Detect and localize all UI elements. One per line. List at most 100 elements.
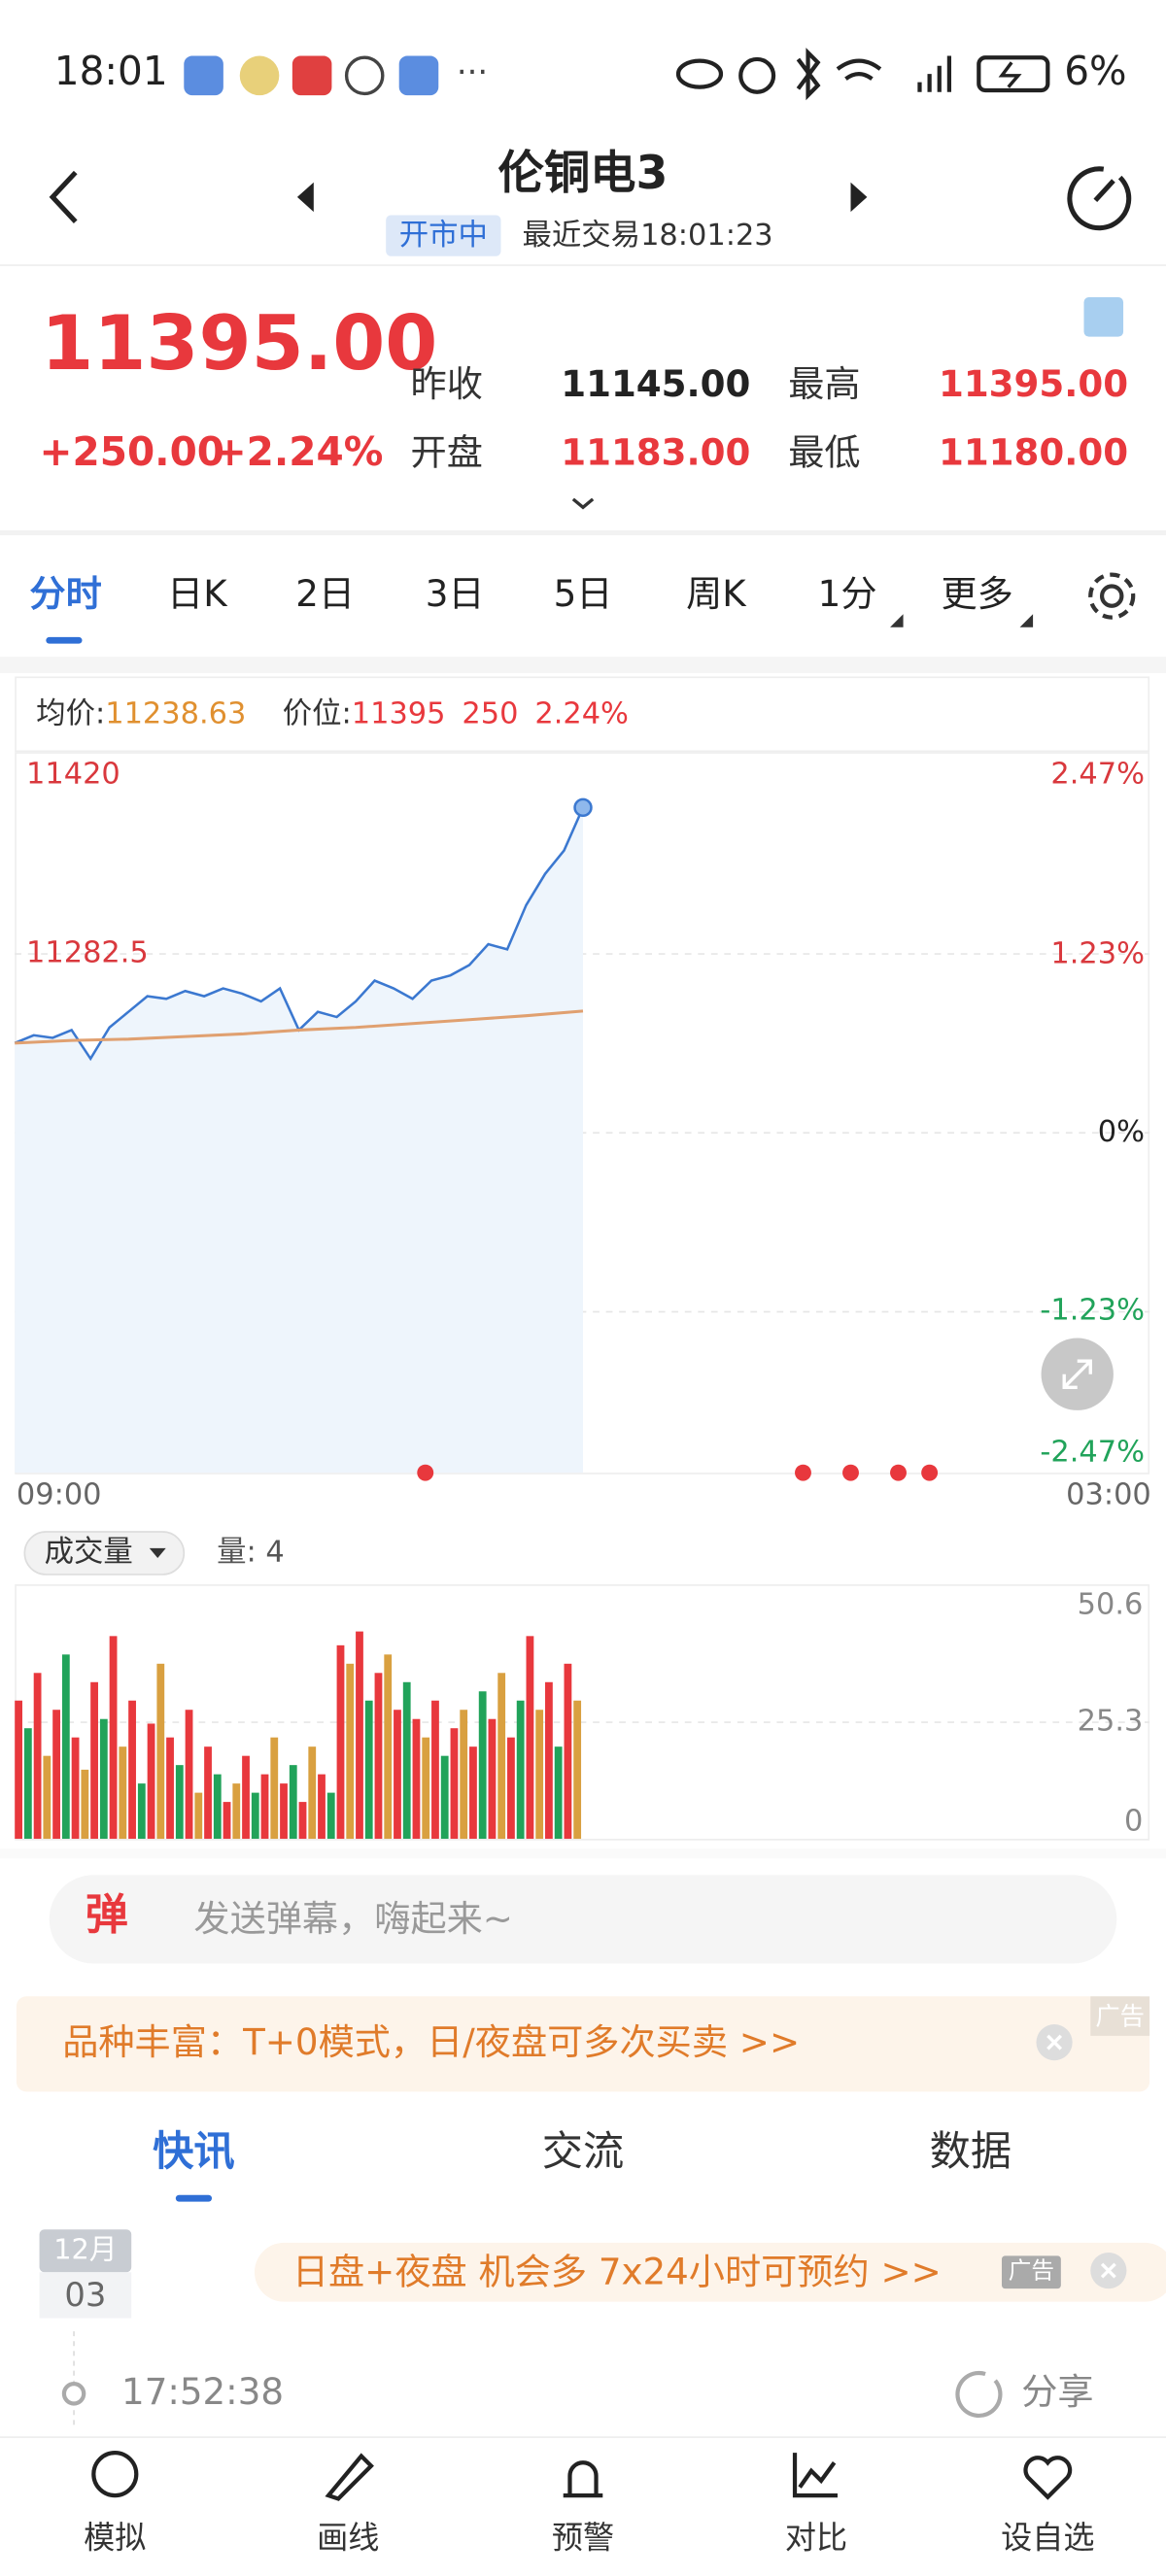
tab[interactable]: 2日 bbox=[295, 572, 355, 615]
ad-tag: 广告 bbox=[1009, 2257, 1054, 2285]
timeline-dot bbox=[61, 2382, 86, 2406]
volume-bar bbox=[422, 1737, 430, 1840]
volume-bar bbox=[137, 1783, 146, 1840]
volume-bar bbox=[289, 1765, 297, 1840]
volume-bar bbox=[308, 1746, 317, 1840]
settings-button[interactable] bbox=[1088, 572, 1136, 620]
volume-now: 量: 4 bbox=[217, 1535, 285, 1569]
bottom-nav bbox=[0, 2436, 1166, 2576]
nav-item[interactable]: 预警 bbox=[552, 2520, 614, 2557]
divider bbox=[0, 530, 1166, 536]
volume-bar bbox=[412, 1718, 421, 1840]
volume-bar bbox=[185, 1710, 193, 1840]
danmaku-input[interactable] bbox=[49, 1875, 1117, 1964]
volume-bar bbox=[516, 1700, 525, 1840]
avg: 11238.63 bbox=[105, 696, 246, 730]
expand-icon[interactable] bbox=[571, 497, 595, 510]
volume-bar bbox=[336, 1644, 345, 1840]
news-tab[interactable]: 数据 bbox=[930, 2127, 1012, 2175]
title: 伦铜电3 bbox=[498, 147, 669, 200]
volume-selector[interactable] bbox=[23, 1531, 186, 1576]
y-tick-label: 0 bbox=[1124, 1805, 1143, 1839]
ad-banner[interactable] bbox=[16, 1996, 1150, 2092]
volume-bar bbox=[440, 1755, 449, 1840]
volume-bar bbox=[573, 1700, 582, 1840]
change-pct: +2.24% bbox=[214, 428, 384, 475]
tab[interactable]: 日K bbox=[167, 572, 228, 615]
y-tick-label: 50.6 bbox=[1078, 1588, 1144, 1622]
tab[interactable]: 5日 bbox=[554, 572, 613, 615]
volume-bar bbox=[507, 1737, 515, 1840]
y2-tick-label: -2.47% bbox=[1040, 1435, 1145, 1469]
battery: 6% bbox=[1064, 48, 1126, 94]
field-value: 11183.00 bbox=[561, 431, 750, 474]
ad-tag-bg bbox=[1090, 1996, 1150, 2036]
x-tick-label: 03:00 bbox=[1066, 1477, 1151, 1511]
volume-bar bbox=[280, 1783, 288, 1840]
ad-banner[interactable] bbox=[254, 2242, 1166, 2302]
volume-bar bbox=[478, 1691, 487, 1840]
volume-bar bbox=[242, 1755, 250, 1840]
tab[interactable]: 周K bbox=[686, 572, 747, 615]
share[interactable]: 分享 bbox=[1021, 2370, 1093, 2413]
volume-bar bbox=[15, 1700, 23, 1840]
nav-item[interactable]: 设自选 bbox=[1001, 2520, 1094, 2557]
volume-bar bbox=[488, 1718, 497, 1840]
refresh-button[interactable] bbox=[1067, 166, 1132, 231]
field-label: 最高 bbox=[788, 362, 860, 405]
ad-tag-bg bbox=[1001, 2255, 1061, 2289]
volume-bar bbox=[270, 1737, 279, 1840]
field-label: 最低 bbox=[788, 431, 860, 474]
volume-bar bbox=[564, 1663, 572, 1840]
tab[interactable]: 更多 bbox=[941, 572, 1012, 615]
field-value: 11395.00 bbox=[939, 362, 1128, 405]
avg-label: 均价: bbox=[36, 696, 105, 730]
chart-icon[interactable] bbox=[1083, 297, 1124, 337]
volume-bar bbox=[119, 1746, 127, 1840]
nav-icons bbox=[91, 2451, 1073, 2501]
volume-bar bbox=[52, 1710, 60, 1840]
volume-bar bbox=[33, 1673, 42, 1840]
volume-bar bbox=[109, 1636, 118, 1840]
close-icon bbox=[1046, 2034, 1063, 2051]
volume-bar bbox=[175, 1765, 184, 1840]
volume-bar bbox=[61, 1654, 70, 1840]
status-badge bbox=[386, 215, 501, 256]
tab[interactable]: 3日 bbox=[426, 572, 485, 615]
prev-button[interactable] bbox=[296, 182, 314, 213]
back-button[interactable] bbox=[49, 170, 78, 223]
price-area bbox=[15, 807, 584, 1474]
news-tab[interactable]: 快讯 bbox=[153, 2127, 235, 2175]
divider bbox=[0, 1848, 1166, 1859]
volume-bar bbox=[260, 1774, 269, 1840]
ad-tag: 广告 bbox=[1095, 2001, 1145, 2030]
clock: 18:01 bbox=[54, 48, 168, 94]
volume-bar bbox=[194, 1792, 203, 1840]
nav-item[interactable]: 对比 bbox=[785, 2520, 847, 2557]
volume-bar bbox=[90, 1681, 98, 1840]
date-day-bg bbox=[39, 2272, 132, 2319]
x-tick-label: 09:00 bbox=[17, 1477, 102, 1511]
volume-bar bbox=[232, 1783, 241, 1840]
date-month-bg bbox=[39, 2229, 132, 2273]
volume-title: 成交量 bbox=[45, 1535, 133, 1569]
next-button[interactable] bbox=[850, 182, 868, 213]
news-tab[interactable]: 交流 bbox=[542, 2127, 624, 2175]
volume-bar bbox=[166, 1737, 174, 1840]
news-time: 17:52:38 bbox=[121, 2370, 284, 2413]
volume-bar bbox=[99, 1718, 108, 1840]
volume-bar bbox=[23, 1728, 32, 1840]
tab[interactable]: 分时 bbox=[29, 572, 101, 615]
last-trade: 最近交易18:01:23 bbox=[522, 219, 772, 253]
volume-bar bbox=[71, 1737, 80, 1840]
nav-item[interactable]: 画线 bbox=[317, 2520, 379, 2557]
price: 11395 bbox=[352, 696, 446, 730]
last-point bbox=[573, 797, 593, 818]
field-value: 11145.00 bbox=[561, 362, 750, 405]
divider bbox=[0, 2436, 1166, 2438]
tab[interactable]: 1分 bbox=[818, 572, 877, 615]
volume-bar bbox=[535, 1710, 544, 1840]
nav-item[interactable]: 模拟 bbox=[84, 2520, 146, 2557]
